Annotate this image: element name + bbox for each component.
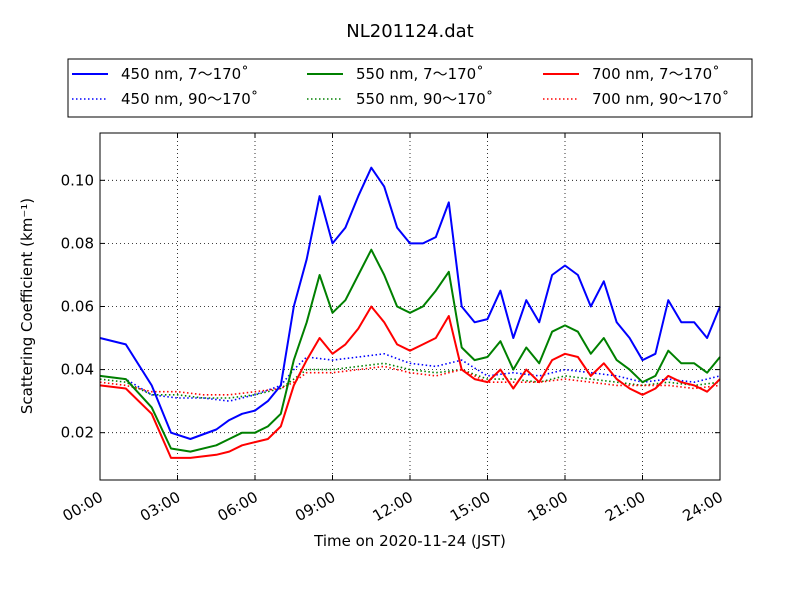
legend-label-1: 450 nm, 90～170˚ xyxy=(121,90,258,108)
y-tick-label: 0.02 xyxy=(61,424,94,442)
x-tick-label: 18:00 xyxy=(525,488,571,525)
legend: 450 nm, 7～170˚ 450 nm, 90～170˚ 550 nm, 7～1… xyxy=(67,58,753,118)
x-tick-label: 12:00 xyxy=(370,488,416,525)
series-line-1 xyxy=(99,352,721,402)
legend-label-0: 450 nm, 7～170˚ xyxy=(121,65,249,83)
legend-box xyxy=(67,58,753,118)
x-axis-label: Time on 2020-11-24 (JST) xyxy=(313,532,506,550)
x-tick-label: 06:00 xyxy=(215,488,261,525)
legend-label-4: 700 nm, 7～170˚ xyxy=(592,65,720,83)
series-line-2 xyxy=(99,248,721,453)
legend-label-2: 550 nm, 7～170˚ xyxy=(356,65,484,83)
series-line-0 xyxy=(99,166,721,440)
y-tick-label: 0.04 xyxy=(61,361,94,379)
series-layer xyxy=(99,166,721,459)
x-tick-label: 15:00 xyxy=(447,488,493,525)
series-line-3 xyxy=(99,362,721,399)
x-tick-label: 09:00 xyxy=(292,488,338,525)
x-tick-label: 24:00 xyxy=(680,488,726,525)
legend-label-5: 700 nm, 90～170˚ xyxy=(592,90,729,108)
y-tick-label: 0.08 xyxy=(61,234,94,252)
y-tick-label: 0.10 xyxy=(61,171,94,189)
chart-title: NL201124.dat xyxy=(346,21,473,42)
series-line-5 xyxy=(99,365,721,396)
x-tick-label: 03:00 xyxy=(137,488,183,525)
x-tick-label: 21:00 xyxy=(602,488,648,525)
series-line-4 xyxy=(99,305,721,459)
y-axis: 0.02 0.04 0.06 0.08 0.10 xyxy=(61,171,720,442)
legend-label-3: 550 nm, 90～170˚ xyxy=(356,90,493,108)
y-tick-label: 0.06 xyxy=(61,298,94,316)
grid xyxy=(100,133,720,480)
x-tick-label: 00:00 xyxy=(60,488,106,525)
y-axis-label: Scattering Coefficient (km⁻¹) xyxy=(18,198,36,414)
